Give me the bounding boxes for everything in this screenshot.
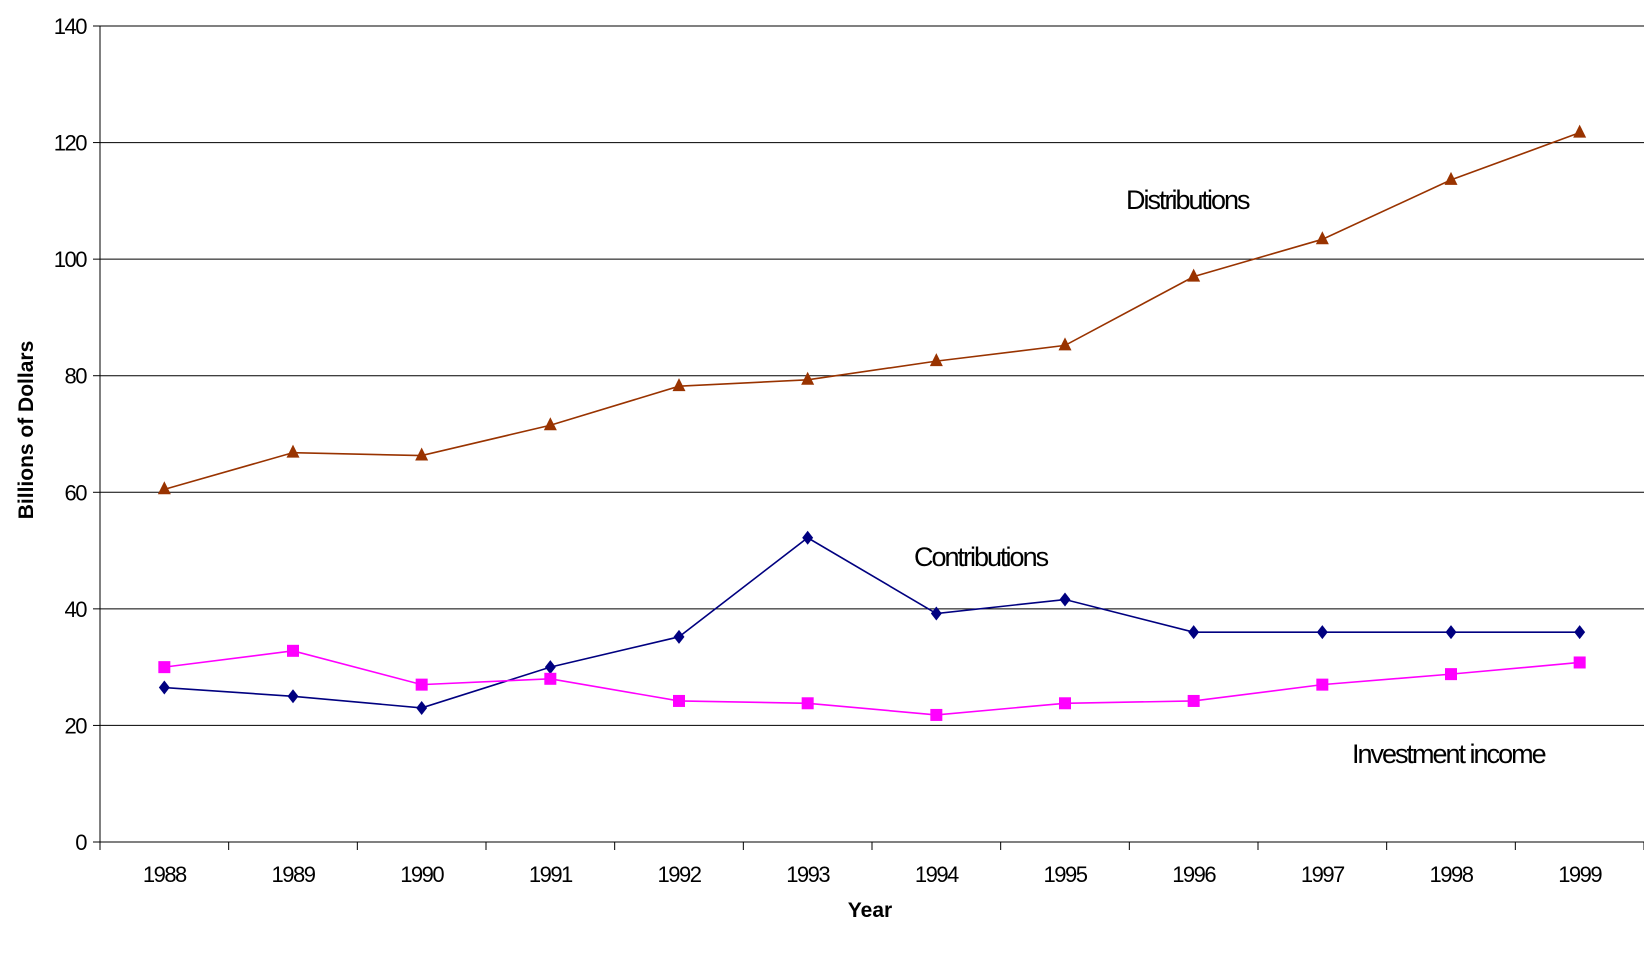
contributions-line bbox=[164, 536, 1580, 709]
contributions-series bbox=[158, 530, 1586, 715]
x-tick-label: 1991 bbox=[529, 862, 573, 887]
x-tick-label: 1996 bbox=[1172, 862, 1216, 887]
investment_income-point bbox=[1573, 656, 1586, 669]
contributions-point bbox=[673, 629, 685, 644]
contributions-annotation: Contributions bbox=[914, 542, 1049, 572]
x-tick-label: 1995 bbox=[1044, 862, 1088, 887]
investment_income-point bbox=[1059, 697, 1071, 710]
contributions-point bbox=[1059, 592, 1071, 607]
investment_income-point bbox=[1445, 668, 1457, 681]
investment_income-line bbox=[164, 650, 1580, 716]
y-axis-title: Billions of Dollars bbox=[15, 341, 38, 520]
investment_income-point bbox=[1316, 678, 1329, 691]
contributions-point bbox=[1574, 625, 1586, 640]
investment_income-point bbox=[415, 678, 428, 691]
distributions-point bbox=[1444, 171, 1458, 185]
distributions-point bbox=[929, 353, 943, 367]
contributions-point bbox=[1445, 625, 1457, 640]
contributions-point bbox=[158, 680, 170, 695]
x-tick-label: 1993 bbox=[786, 862, 830, 887]
gridlines bbox=[100, 25, 1644, 726]
distributions-point bbox=[1573, 124, 1587, 138]
investment_income-point bbox=[544, 672, 557, 685]
distributions-series bbox=[157, 124, 1587, 495]
x-tick-label: 1999 bbox=[1558, 862, 1602, 887]
contributions-point bbox=[287, 689, 299, 704]
distributions-point bbox=[286, 444, 300, 458]
investment-income-annotation: Investment income bbox=[1352, 739, 1546, 769]
distributions-point bbox=[1187, 268, 1201, 282]
y-tick-label: 60 bbox=[65, 480, 88, 505]
x-tick-label: 1994 bbox=[915, 862, 959, 887]
distributions-point bbox=[543, 417, 557, 431]
y-tick-label: 140 bbox=[54, 14, 87, 39]
distributions-point bbox=[801, 371, 815, 385]
investment_income-point bbox=[287, 644, 299, 657]
distributions-line bbox=[164, 131, 1580, 491]
distributions-point bbox=[415, 447, 429, 461]
investment_income-point bbox=[930, 708, 943, 721]
distributions-annotation: Distributions bbox=[1126, 185, 1250, 215]
labels: Year Billions of Dollars Distributions C… bbox=[15, 185, 1548, 922]
series-layer bbox=[157, 124, 1587, 721]
contributions-point bbox=[930, 606, 942, 621]
axes: 0 20 40 60 80 100 120 140 1988 1989 1990 1991 1992 19… bbox=[54, 14, 1644, 887]
contributions-point bbox=[416, 700, 428, 715]
y-tick-label: 80 bbox=[65, 364, 88, 389]
investment_income-point bbox=[158, 661, 171, 674]
y-tick-label: 120 bbox=[54, 131, 87, 156]
x-tick-label: 1992 bbox=[658, 862, 702, 887]
distributions-point bbox=[157, 481, 171, 495]
x-tick-label: 1989 bbox=[272, 862, 316, 887]
x-tick-label: 1988 bbox=[143, 862, 187, 887]
investment_income-point bbox=[673, 694, 685, 707]
contributions-point bbox=[802, 530, 814, 545]
investment_income-series bbox=[158, 644, 1586, 721]
x-tick-label: 1990 bbox=[400, 862, 444, 887]
investment_income-point bbox=[801, 697, 814, 710]
x-tick-label: 1997 bbox=[1301, 862, 1345, 887]
contributions-point bbox=[1316, 625, 1328, 640]
distributions-point bbox=[672, 378, 686, 392]
y-tick-label: 0 bbox=[75, 830, 87, 855]
x-tick-label: 1998 bbox=[1430, 862, 1474, 887]
contributions-point bbox=[1188, 625, 1200, 640]
distributions-point bbox=[1315, 231, 1329, 245]
y-tick-label: 20 bbox=[65, 713, 88, 738]
y-tick-label: 100 bbox=[54, 247, 87, 272]
contributions-point bbox=[544, 660, 556, 675]
y-tick-label: 40 bbox=[65, 597, 88, 622]
distributions-point bbox=[1058, 337, 1072, 351]
investment_income-point bbox=[1187, 694, 1200, 707]
x-axis-title: Year bbox=[848, 899, 892, 922]
